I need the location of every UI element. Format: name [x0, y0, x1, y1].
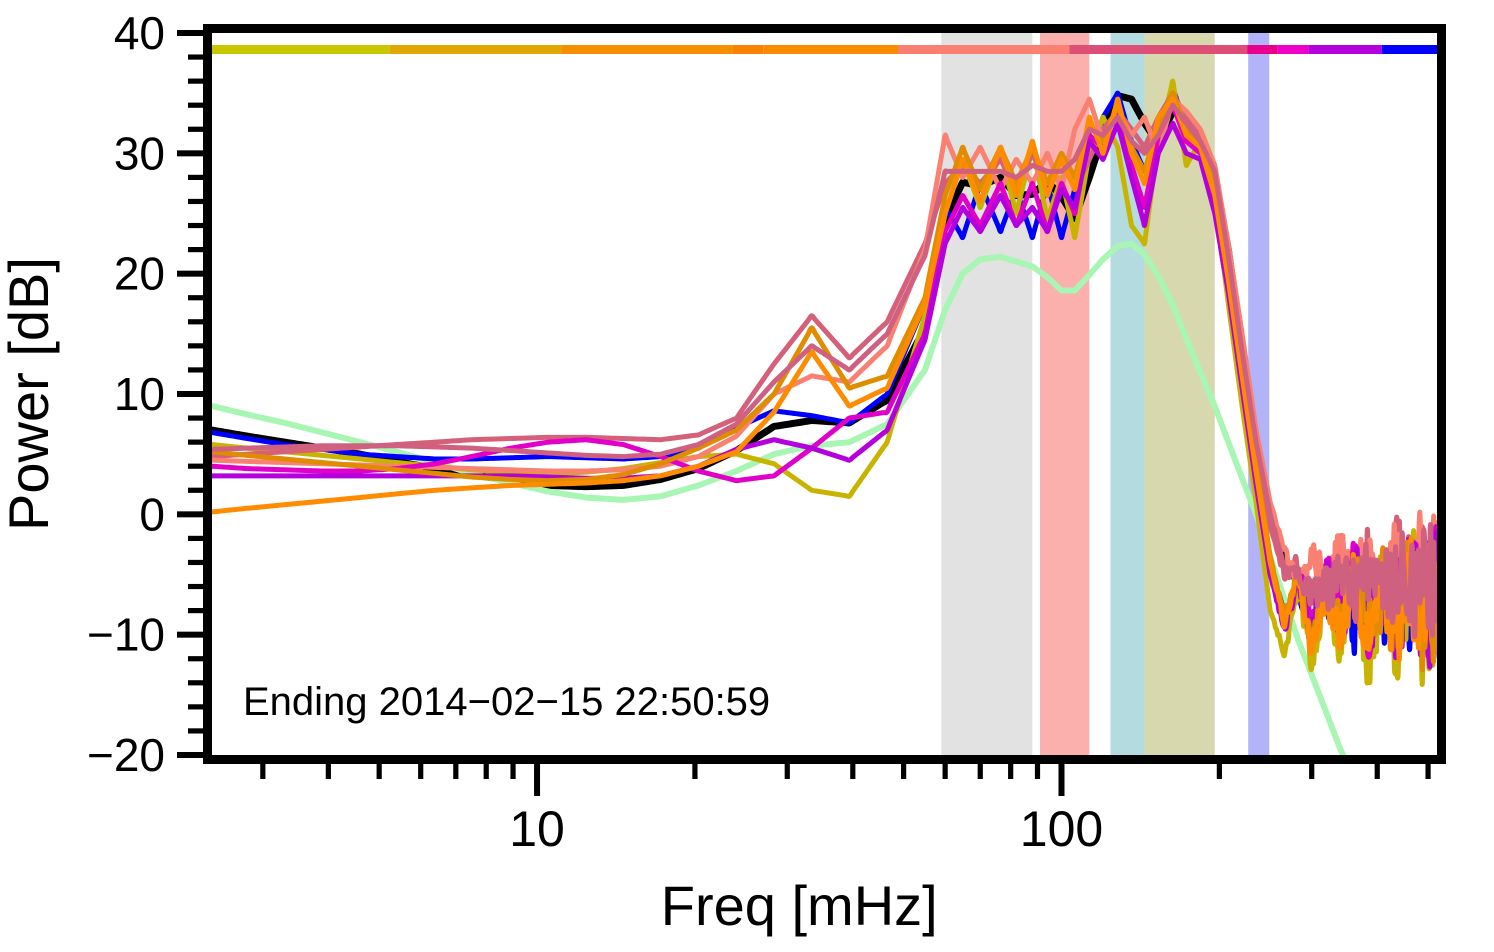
axis-labels-group: −20 −10 0 10 20 30 40 10 100 Freq [mHz] Power [dB]… — [0, 7, 1103, 937]
ytick-major — [177, 270, 203, 277]
ytick-minor — [188, 78, 203, 84]
xtick-minor — [453, 764, 459, 779]
series-line-series-lightgreen — [212, 240, 1347, 755]
ytick-minor — [188, 415, 203, 421]
colorbar — [212, 45, 1437, 54]
band-gray — [941, 33, 1033, 755]
ytick-major — [177, 631, 203, 638]
ytick-minor — [188, 463, 203, 469]
axes-frame — [203, 24, 1446, 764]
colorbar-segment-4 — [763, 45, 898, 54]
frame-right — [1437, 24, 1446, 764]
series-line-series-orange-bright — [212, 96, 1437, 663]
xtick-minor — [784, 764, 790, 779]
ytick-major — [177, 150, 203, 157]
xtick-minor — [1216, 764, 1222, 779]
ytick-minor — [188, 608, 203, 614]
ytick-minor — [188, 439, 203, 445]
xtick-minor — [692, 764, 698, 779]
xtick-minor — [977, 764, 983, 779]
colorbar-segment-3 — [732, 45, 764, 54]
ytick-label: 0 — [139, 488, 165, 540]
ytick-minor — [188, 319, 203, 325]
ytick-major — [177, 391, 203, 397]
ytick-label: 20 — [114, 248, 165, 300]
ytick-label: 10 — [114, 368, 165, 420]
ytick-minor — [188, 343, 203, 349]
xtick-minor — [510, 764, 516, 779]
ytick-minor — [188, 174, 203, 180]
x-axis-label: Freq [mHz] — [661, 874, 938, 937]
ytick-major — [177, 511, 203, 518]
series-line-series-purple — [212, 120, 1437, 670]
xtick-minor — [1034, 764, 1041, 779]
xtick-minor — [260, 764, 266, 779]
colorbar-segment-2 — [561, 45, 733, 54]
ytick-minor — [188, 367, 203, 373]
ytick-minor — [188, 535, 203, 541]
xtick-minor — [1309, 764, 1315, 779]
ytick-minor — [188, 487, 203, 493]
xtick-minor — [325, 764, 331, 779]
colorbar-segment-10 — [1381, 45, 1437, 54]
xtick-minor — [1008, 764, 1014, 779]
colorbar-segment-6 — [1069, 45, 1248, 54]
xtick-minor — [942, 764, 948, 779]
ytick-minor — [188, 728, 203, 734]
ytick-minor — [188, 54, 203, 60]
ytick-minor — [188, 295, 203, 301]
xtick-minor — [901, 764, 907, 779]
ytick-label: 40 — [114, 7, 165, 59]
ytick-major — [177, 752, 203, 758]
ytick-minor — [188, 583, 203, 590]
ytick-minor — [188, 222, 203, 229]
ytick-minor — [188, 102, 203, 108]
frame-bottom — [203, 755, 1446, 764]
colorbar-segment-1 — [389, 45, 562, 54]
frame-left — [203, 24, 212, 764]
colorbar-segment-7 — [1247, 45, 1278, 54]
ytick-major — [177, 30, 203, 36]
axis-ticks-group — [177, 30, 1431, 796]
series-line-series-pinkrose — [212, 102, 1437, 640]
xtick-minor — [376, 764, 382, 779]
colorbar-segment-9 — [1308, 45, 1382, 54]
ytick-minor — [188, 704, 203, 710]
ytick-label: 30 — [114, 127, 165, 179]
xtick-label: 10 — [509, 801, 565, 857]
ytick-minor — [188, 198, 203, 205]
ytick-minor — [188, 126, 203, 132]
xtick-minor — [1374, 764, 1380, 779]
colorbar-segment-5 — [898, 45, 1070, 54]
frame-top — [203, 24, 1446, 33]
xtick-minor — [418, 764, 424, 779]
xtick-major — [534, 764, 541, 796]
series-group — [212, 78, 1437, 755]
ytick-label: −10 — [87, 609, 165, 661]
ytick-minor — [188, 680, 203, 686]
ytick-label: −20 — [87, 729, 165, 781]
ytick-minor — [188, 559, 203, 566]
xtick-major — [1058, 764, 1065, 796]
xtick-minor — [483, 764, 489, 779]
y-axis-label: Power [dB] — [0, 257, 60, 531]
xtick-minor — [1425, 764, 1431, 779]
plot-annotation-timestamp: Ending 2014−02−15 22:50:59 — [243, 680, 770, 724]
ytick-minor — [188, 247, 203, 253]
xtick-minor — [850, 764, 856, 779]
ytick-minor — [188, 656, 203, 662]
colorbar-segment-8 — [1277, 45, 1309, 54]
xtick-label: 100 — [1020, 801, 1103, 857]
colorbar-segment-0 — [212, 45, 390, 54]
